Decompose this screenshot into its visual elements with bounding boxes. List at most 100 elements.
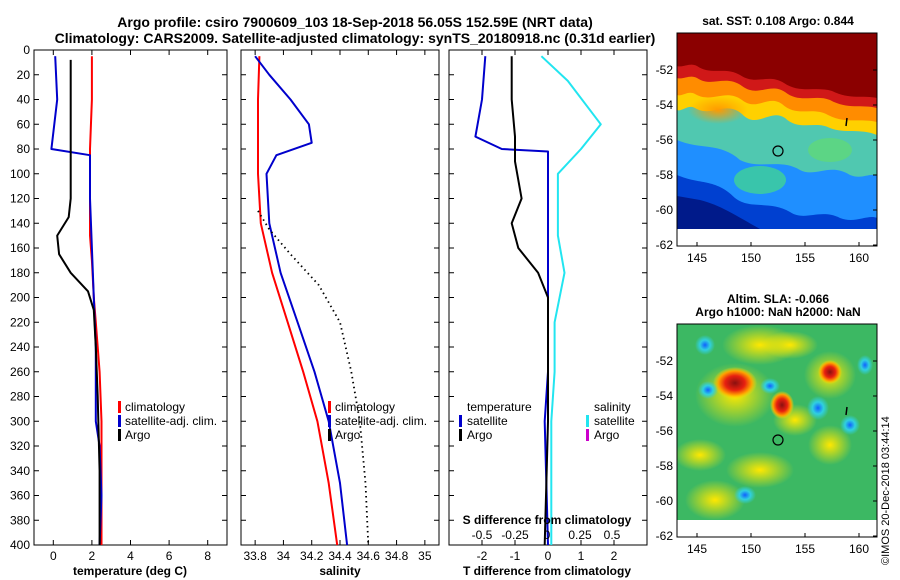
s-tick: -0.25: [501, 528, 529, 542]
legend-t-argo: Argo: [467, 428, 493, 442]
series-line-s-satellite: [540, 55, 602, 545]
difference-series: [474, 55, 602, 546]
y-tick-label: 300: [10, 414, 30, 428]
legend-swatch-climatology: [118, 401, 121, 413]
legend-t-satellite: satellite: [467, 414, 508, 428]
legend-swatch-t-satellite: [459, 415, 462, 427]
x-tick-label: 6: [166, 549, 173, 563]
salinity-axes-frame: [240, 49, 440, 546]
temperature-series: [50, 56, 103, 546]
legend-satellite-adj: satellite-adj. clim.: [125, 414, 217, 428]
salinity-axis-ticks: 33.8 34 34.2 34.4 34.6 34.8 35: [241, 49, 439, 563]
sla-map-image: [677, 324, 877, 520]
s-difference-label: S difference from climatology: [463, 513, 632, 527]
map-x-tick-label: 150: [741, 542, 761, 556]
salinity-series: [254, 55, 370, 546]
x-tick-label: 34.2: [300, 549, 324, 563]
series-line-t-satellite: [474, 56, 549, 546]
map-y-tick-label: -60: [656, 494, 674, 508]
temperature-panel: 0 2 4 6 802040608010012014016018020022024026…: [10, 43, 228, 578]
map-y-tick-label: -58: [656, 168, 674, 182]
sst-map-ticks: -52 -54 -56 -58 -60 -62 145 150 155 160: [656, 63, 877, 265]
argo-location-marker: [772, 145, 784, 157]
legend-climatology: climatology: [125, 400, 185, 414]
s-tick: 0: [544, 528, 551, 542]
x-tick-label: 33.8: [243, 549, 267, 563]
sla-map-title-line2: Argo h1000: NaN h2000: NaN: [695, 305, 860, 319]
map-x-tick-label: 160: [849, 251, 869, 265]
imos-watermark: ©IMOS 20-Dec-2018 03:44:14: [880, 416, 892, 565]
salinity-legend: climatology satellite-adj. clim. Argo: [328, 400, 427, 442]
temperature-axis-ticks: 0 2 4 6 802040608010012014016018020022024026…: [10, 43, 227, 563]
legend-argo: Argo: [335, 428, 361, 442]
y-tick-label: 240: [10, 340, 30, 354]
map-x-tick-label: 145: [687, 542, 707, 556]
map-y-tick-label: -52: [656, 354, 674, 368]
y-tick-label: 280: [10, 390, 30, 404]
series-line-argo: [257, 210, 370, 546]
legend-title-salinity: salinity: [594, 400, 631, 414]
legend-s-satellite: satellite: [594, 414, 635, 428]
y-tick-label: 400: [10, 538, 30, 552]
legend-argo: Argo: [125, 428, 151, 442]
map-y-tick-label: -56: [656, 133, 674, 147]
temperature-axes-frame: [33, 49, 228, 546]
sst-map-title: sat. SST: 0.108 Argo: 0.844: [702, 14, 854, 28]
y-tick-label: 260: [10, 365, 30, 379]
legend-swatch-argo: [328, 429, 331, 441]
float-track-marker: [845, 117, 848, 127]
y-tick-label: 0: [23, 43, 30, 57]
y-tick-label: 180: [10, 266, 30, 280]
x-tick-label: 35: [418, 549, 432, 563]
sla-map-panel: Altim. SLA: -0.066 Argo h1000: NaN h2000…: [656, 292, 878, 556]
difference-xlabel: T difference from climatology: [463, 564, 631, 578]
legend-swatch-s-argo: [586, 429, 589, 441]
map-y-tick-label: -60: [656, 203, 674, 217]
map-y-tick-label: -52: [656, 63, 674, 77]
map-y-tick-label: -54: [656, 98, 674, 112]
map-x-tick-label: 150: [741, 251, 761, 265]
legend-satellite-adj: satellite-adj. clim.: [335, 414, 427, 428]
figure-title-line1: Argo profile: csiro 7900609_103 18-Sep-2…: [117, 14, 592, 30]
y-tick-label: 120: [10, 192, 30, 206]
difference-axis-ticks: -2 -1 0 1 2: [449, 49, 647, 563]
x-tick-label: 34.4: [328, 549, 352, 563]
figure-title-line2: Climatology: CARS2009. Satellite-adjuste…: [55, 30, 656, 46]
salinity-xlabel: salinity: [319, 564, 361, 578]
x-tick-label: 0: [50, 549, 57, 563]
s-tick: 0.5: [604, 528, 621, 542]
y-tick-label: 40: [17, 93, 31, 107]
map-y-tick-label: -58: [656, 459, 674, 473]
sla-map-title-line1: Altim. SLA: -0.066: [727, 292, 829, 306]
legend-climatology: climatology: [335, 400, 395, 414]
map-y-tick-label: -56: [656, 424, 674, 438]
series-line-satellite-adj-clim-: [254, 55, 349, 546]
sst-map-image: [677, 33, 877, 229]
x-tick-label: 2: [611, 549, 618, 563]
y-tick-label: 360: [10, 489, 30, 503]
legend-swatch-t-argo: [459, 429, 462, 441]
argo-location-marker: [772, 434, 784, 446]
series-line-climatology: [257, 56, 339, 546]
map-x-tick-label: 160: [849, 542, 869, 556]
series-line-argo: [56, 59, 101, 545]
y-tick-label: 100: [10, 167, 30, 181]
map-y-tick-label: -54: [656, 389, 674, 403]
x-tick-label: -1: [510, 549, 521, 563]
y-tick-label: 340: [10, 464, 30, 478]
temperature-legend: climatology satellite-adj. clim. Argo: [118, 400, 217, 442]
s-tick: -0.5: [472, 528, 493, 542]
map-x-tick-label: 145: [687, 251, 707, 265]
y-tick-label: 220: [10, 315, 30, 329]
y-tick-label: 320: [10, 439, 30, 453]
legend-swatch-argo: [118, 429, 121, 441]
map-y-tick-label: -62: [656, 529, 674, 543]
series-line-satellite-adj-clim-: [50, 56, 103, 546]
temperature-xlabel: temperature (deg C): [73, 564, 187, 578]
sla-map-ticks: -52 -54 -56 -58 -60 -62 145 150 155 160: [656, 354, 877, 556]
legend-swatch-climatology: [328, 401, 331, 413]
x-tick-label: 34.8: [385, 549, 409, 563]
x-tick-label: 0: [545, 549, 552, 563]
y-tick-label: 80: [17, 142, 31, 156]
